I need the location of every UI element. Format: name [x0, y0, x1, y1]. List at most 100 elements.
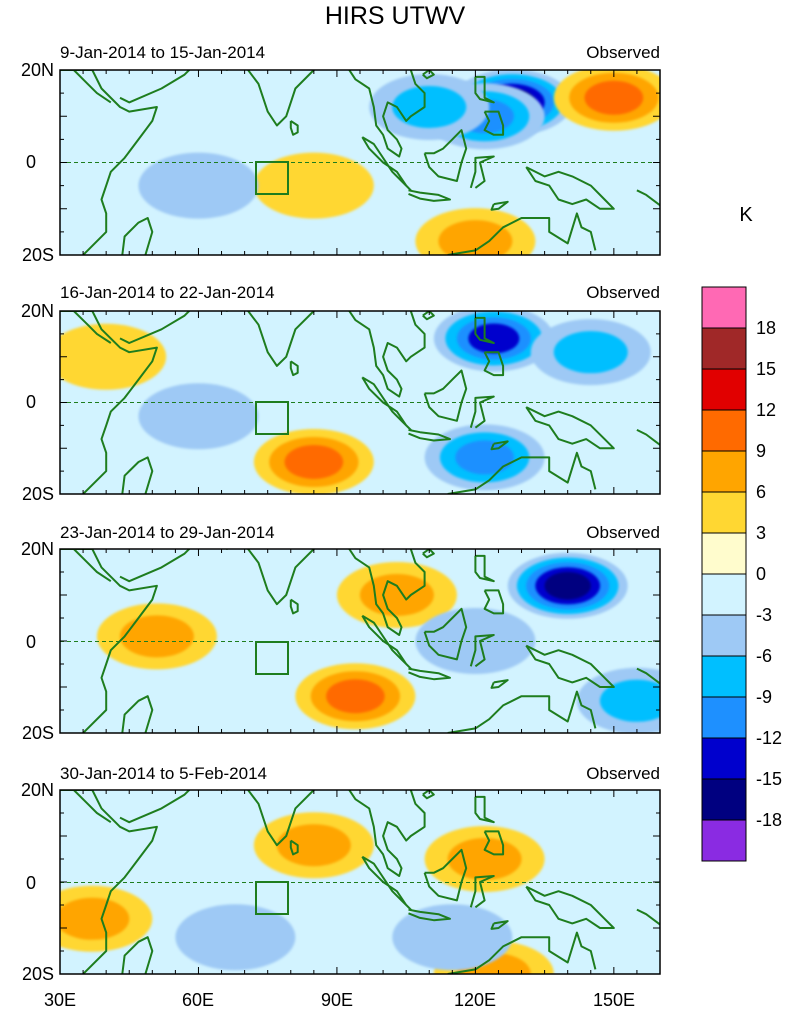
coastline-p2-8	[408, 428, 451, 442]
panel-4-anomaly-field	[60, 812, 554, 974]
coastline-p4-12	[483, 830, 505, 856]
coastline-p3-11	[474, 554, 495, 583]
colorbar-label-0: 0	[756, 564, 766, 584]
colorbar-label-3: 3	[756, 523, 766, 543]
panel-4-ytick-20S: 20S	[22, 964, 54, 984]
panel-2-period: 16-Jan-2014 to 22-Jan-2014	[60, 283, 275, 302]
anomaly-contour-p2-a4-l3	[284, 444, 344, 479]
coastline-p1-19	[490, 200, 509, 211]
x-tick-label-60E: 60E	[182, 990, 214, 1010]
coastline-p1-10	[469, 155, 495, 189]
panel-3-label: Observed	[586, 523, 660, 542]
anomaly-contour-p3-a3-l2	[359, 574, 434, 616]
anomaly-contour-p2-a6-l1	[138, 383, 259, 450]
colorbar-unit: K	[739, 204, 753, 226]
coastline-p2-18	[422, 311, 435, 321]
panel-1-ytick-20S: 20S	[22, 245, 54, 265]
panel-1-ytick-0: 0	[26, 152, 36, 172]
colorbar-swatch-8	[701, 532, 747, 575]
anomaly-contour-p4-a1-l2	[60, 897, 130, 940]
coastline-p2-12	[483, 351, 505, 377]
panel-1-anomaly-field	[138, 70, 660, 255]
coastline-p3-17	[411, 540, 443, 545]
anomaly-contour-p1-a7-l1	[138, 152, 259, 219]
coastline-p1-6	[348, 70, 426, 158]
coastline-p4-3	[73, 790, 112, 824]
panel-4-ytick-0: 0	[26, 873, 36, 893]
colorbar-swatch-10	[701, 450, 747, 493]
coastline-p3-19	[490, 679, 509, 689]
x-tick-label-150E: 150E	[593, 990, 635, 1010]
x-tick-label-120E: 120E	[454, 990, 496, 1010]
coastline-p3-15	[121, 695, 154, 733]
colorbar-swatch-4	[701, 696, 747, 739]
colorbar-swatch-7	[701, 573, 747, 616]
colorbar-label--6: -6	[756, 646, 772, 666]
colorbar-swatch-6	[701, 614, 747, 657]
colorbar-swatch-14	[701, 286, 747, 329]
axis-ticks	[59, 69, 661, 975]
coastline-p3-14	[447, 690, 597, 733]
coastline-p4-11	[474, 795, 495, 824]
anomaly-contour-p3-a2-l3	[326, 679, 385, 714]
coastline-p4-19	[490, 920, 509, 930]
coastline-p1-3	[73, 70, 112, 104]
coastline-p1-5	[289, 120, 299, 136]
colorbar-swatch-5	[701, 655, 747, 698]
anomaly-contour-p4-a2-l2	[276, 824, 351, 867]
coastline-p4-5	[289, 839, 299, 856]
coastline-p3-3	[73, 549, 112, 583]
panel-1-box-region	[255, 161, 289, 195]
colorbar-label--18: -18	[756, 810, 782, 830]
panel-3-ytick-0: 0	[26, 632, 36, 652]
coastline-p1-12	[483, 110, 505, 136]
coastline-p1-9	[423, 129, 468, 182]
coastline-p4-9	[423, 848, 468, 902]
coastline-p4-13	[525, 885, 615, 929]
coastline-p3-10	[469, 634, 495, 668]
colorbar-label--12: -12	[756, 728, 782, 748]
coastline-p3-2	[119, 549, 191, 583]
panel-1-coastlines	[60, 61, 660, 255]
coastline-p4-15	[121, 936, 154, 974]
panel-2-ytick-20S: 20S	[22, 484, 54, 504]
panel-3-ytick-20S: 20S	[22, 723, 54, 743]
panel-3-period: 23-Jan-2014 to 29-Jan-2014	[60, 523, 275, 542]
coastline-p3-9	[423, 607, 468, 661]
coastline-p2-14	[447, 451, 597, 494]
coastline-p3-12	[483, 589, 505, 615]
coastline-p4-18	[422, 790, 435, 800]
coastline-p3-4	[226, 549, 317, 606]
coastline-p1-4	[226, 70, 317, 127]
colorbar-swatch-3	[701, 737, 747, 780]
anomaly-contour-p2-a5-l1	[60, 323, 167, 390]
coastline-p2-10	[469, 395, 495, 429]
panel-4-ytick-20N: 20N	[21, 780, 54, 800]
panel-4-label: Observed	[586, 764, 660, 783]
coastline-p4-16	[636, 908, 660, 926]
x-axis: 30E 60E 90E 120E 150E	[44, 990, 635, 1010]
coastline-p3-13	[525, 644, 615, 688]
coastline-p2-16	[636, 429, 660, 447]
coastline-p2-6	[348, 311, 426, 398]
colorbar-label--9: -9	[756, 687, 772, 707]
colorbar-label-15: 15	[756, 359, 776, 379]
coastline-p4-8	[408, 908, 451, 922]
coastline-p4-4	[226, 790, 317, 847]
panel-1-period: 9-Jan-2014 to 15-Jan-2014	[60, 43, 265, 62]
coastline-p1-13	[525, 166, 615, 210]
coastline-p3-1	[60, 549, 158, 733]
panel-3-box-region	[255, 641, 289, 675]
anomaly-contour-p4-a3-l2	[447, 838, 522, 880]
colorbar-swatch-1	[701, 819, 747, 862]
colorbar: 18 15 12 9 6 3 0 -3 -6 -9 -12 -15 -18	[701, 286, 782, 862]
coastline-p3-6	[348, 549, 426, 636]
map-panel-2: 16-Jan-2014 to 22-Jan-2014 Observed 20N …	[21, 283, 661, 504]
anomaly-contour-p2-a3-l3	[455, 440, 514, 475]
coastline-p1-15	[121, 217, 154, 255]
coastline-p4-6	[348, 790, 426, 877]
coastline-p1-17	[411, 61, 443, 66]
x-tick-label-30E: 30E	[44, 990, 76, 1010]
coastline-p4-14	[447, 931, 597, 974]
